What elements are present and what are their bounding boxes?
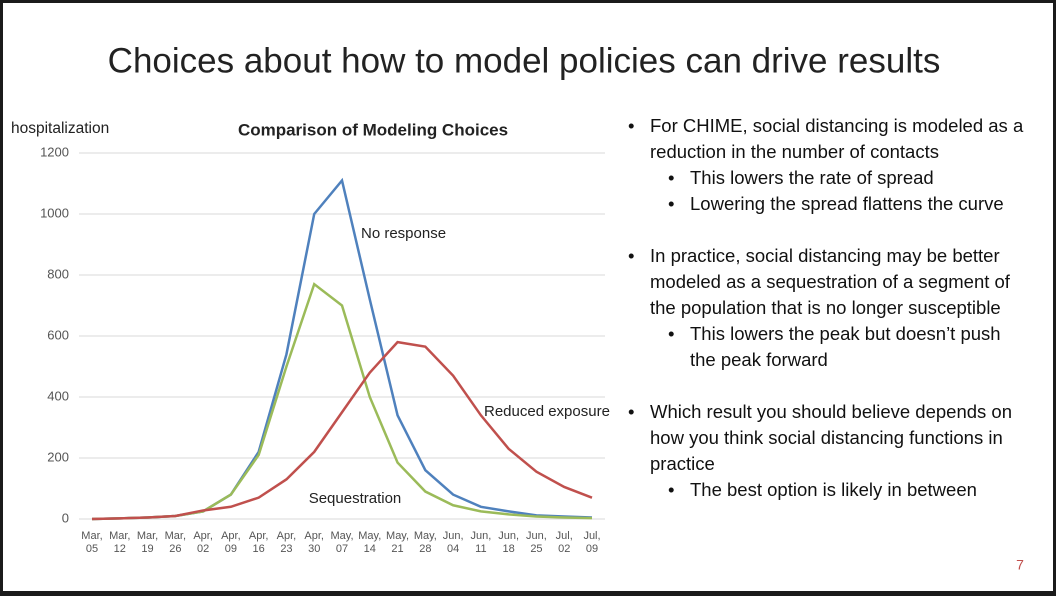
y-tick-label: 600 [47,327,69,342]
x-tick-label: Jun, 11 [470,530,492,555]
sub-bullet: This lowers the rate of spread [668,165,1020,191]
x-tick-label: Apr, 16 [248,530,269,555]
x-tick-label: Jul, 02 [555,530,573,555]
x-tick-label: Mar, 12 [109,530,131,555]
x-tick-label: Apr, 09 [221,530,241,555]
page-number: 7 [1016,557,1024,573]
bullet: For CHIME, social distancing is modeled … [628,113,1035,165]
x-tick-label: May, 28 [413,530,437,555]
series-label: Sequestration [309,490,402,507]
x-tick-label: Apr, 23 [276,530,297,555]
x-tick-label: Mar, 05 [81,530,103,555]
x-tick-label: Jun, 04 [442,530,464,555]
chart: Choices about how to model policies can … [11,41,1024,573]
x-tick-label: Mar, 26 [164,530,187,555]
x-tick-label: May, 07 [330,530,354,555]
y-tick-label: 400 [47,388,69,403]
series-line [91,282,593,521]
x-tick-label: May, 21 [386,530,410,555]
x-tick-label: Jun, 18 [498,530,520,555]
series-line [91,177,593,521]
sub-bullet: This lowers the peak but doesn’t push th… [668,321,1020,373]
bullet: Which result you should believe depends … [628,399,1035,477]
slide-title: Choices about how to model policies can … [108,41,941,80]
x-tick-label: Apr, 02 [193,530,213,555]
y-tick-label: 1000 [40,205,69,220]
series-label: Reduced exposure [484,403,610,420]
sub-bullet: The best option is likely in between [668,477,1020,503]
sub-bullet: Lowering the spread flattens the curve [668,191,1020,217]
x-tick-label: Jun, 25 [526,530,547,555]
y-axis-label: hospitalization [11,120,109,137]
series-label: No response [361,225,446,242]
y-tick-label: 1200 [40,144,69,159]
bullet: In practice, social distancing may be be… [628,243,1035,321]
y-tick-label: 800 [47,266,69,281]
y-tick-label: 0 [62,510,69,525]
x-tick-label: Apr, 30 [304,530,324,555]
slide: Choices about how to model policies can … [3,3,1053,591]
x-tick-label: May, 14 [358,530,382,555]
chart-title: Comparison of Modeling Choices [238,120,508,139]
x-tick-label: Mar, 19 [136,530,159,555]
series-line [91,340,593,521]
x-tick-label: Jul, 09 [583,530,601,555]
y-tick-label: 200 [47,449,69,464]
